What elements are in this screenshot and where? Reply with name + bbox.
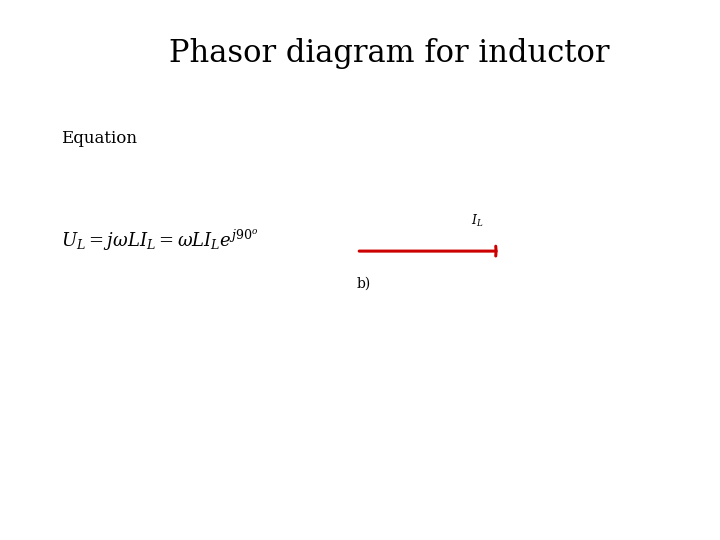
Text: b): b) — [356, 276, 371, 291]
Text: $I_L$: $I_L$ — [471, 213, 484, 230]
Text: $U_{L} = j\omega L I_{L} = \omega L I_{L} e^{j90^o}$: $U_{L} = j\omega L I_{L} = \omega L I_{L… — [61, 228, 258, 253]
Text: Equation: Equation — [61, 130, 138, 146]
Text: Phasor diagram for inductor: Phasor diagram for inductor — [168, 38, 609, 69]
